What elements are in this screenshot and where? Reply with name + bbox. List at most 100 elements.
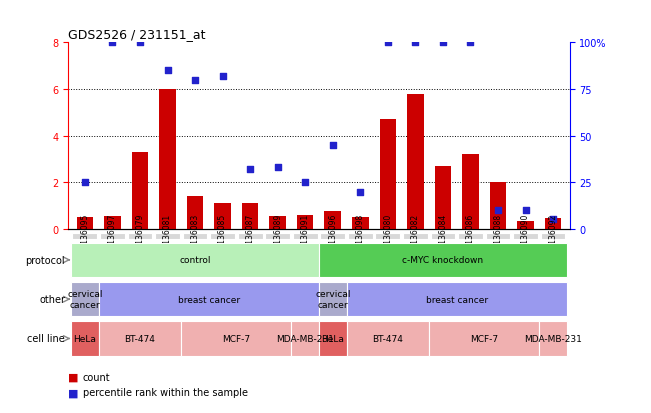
Text: GSM136079: GSM136079 xyxy=(135,213,145,260)
Text: cell line: cell line xyxy=(27,334,65,344)
Text: HeLa: HeLa xyxy=(322,334,344,343)
Bar xyxy=(352,218,368,229)
Point xyxy=(355,189,365,195)
Point xyxy=(162,68,173,74)
Point xyxy=(327,142,338,149)
Text: MCF-7: MCF-7 xyxy=(470,334,498,343)
FancyBboxPatch shape xyxy=(293,233,318,240)
Text: MDA-MB-231: MDA-MB-231 xyxy=(524,334,582,343)
Point xyxy=(107,40,118,47)
Text: percentile rank within the sample: percentile rank within the sample xyxy=(83,387,247,397)
Text: GSM136090: GSM136090 xyxy=(521,213,530,260)
Text: HeLa: HeLa xyxy=(74,334,96,343)
Text: GSM136096: GSM136096 xyxy=(328,213,337,260)
Text: GSM136084: GSM136084 xyxy=(438,214,447,259)
FancyBboxPatch shape xyxy=(128,233,152,240)
FancyBboxPatch shape xyxy=(430,233,455,240)
FancyBboxPatch shape xyxy=(99,282,319,316)
Point xyxy=(410,40,421,47)
Text: count: count xyxy=(83,372,110,382)
Point xyxy=(437,40,448,47)
FancyBboxPatch shape xyxy=(319,282,346,316)
Point xyxy=(245,166,255,173)
Text: other: other xyxy=(39,294,65,304)
FancyBboxPatch shape xyxy=(238,233,262,240)
Point xyxy=(520,207,531,214)
Text: GSM136098: GSM136098 xyxy=(356,214,365,259)
FancyBboxPatch shape xyxy=(71,243,319,277)
Text: GSM136083: GSM136083 xyxy=(191,214,200,259)
Bar xyxy=(214,204,231,229)
FancyBboxPatch shape xyxy=(181,322,292,356)
FancyBboxPatch shape xyxy=(320,233,345,240)
Bar xyxy=(159,90,176,229)
Bar xyxy=(380,120,396,229)
FancyBboxPatch shape xyxy=(155,233,180,240)
FancyBboxPatch shape xyxy=(319,322,346,356)
Point xyxy=(79,179,90,186)
Point xyxy=(548,216,559,223)
Text: GSM136086: GSM136086 xyxy=(466,214,475,259)
Text: ■: ■ xyxy=(68,372,79,382)
FancyBboxPatch shape xyxy=(319,243,567,277)
FancyBboxPatch shape xyxy=(72,233,97,240)
FancyBboxPatch shape xyxy=(183,233,208,240)
FancyBboxPatch shape xyxy=(403,233,428,240)
Text: ■: ■ xyxy=(68,387,79,397)
Bar xyxy=(545,219,561,229)
FancyBboxPatch shape xyxy=(429,322,539,356)
Text: cervical
cancer: cervical cancer xyxy=(315,290,350,309)
Bar xyxy=(407,95,424,229)
Bar xyxy=(297,215,314,229)
Point xyxy=(493,207,503,214)
Text: MDA-MB-231: MDA-MB-231 xyxy=(276,334,334,343)
Text: GSM136088: GSM136088 xyxy=(493,214,503,259)
Bar xyxy=(462,155,478,229)
Point xyxy=(135,40,145,47)
Text: GSM136082: GSM136082 xyxy=(411,214,420,259)
Point xyxy=(217,74,228,80)
Point xyxy=(190,77,201,84)
Bar xyxy=(132,152,148,229)
FancyBboxPatch shape xyxy=(539,322,567,356)
FancyBboxPatch shape xyxy=(458,233,483,240)
Text: GSM136089: GSM136089 xyxy=(273,214,282,259)
FancyBboxPatch shape xyxy=(292,322,319,356)
Bar xyxy=(270,216,286,229)
Point xyxy=(273,164,283,171)
Text: BT-474: BT-474 xyxy=(372,334,403,343)
FancyBboxPatch shape xyxy=(100,233,125,240)
Bar xyxy=(104,216,120,229)
FancyBboxPatch shape xyxy=(348,233,372,240)
Bar xyxy=(435,166,451,229)
Text: GSM136080: GSM136080 xyxy=(383,214,393,259)
Point xyxy=(465,40,476,47)
Text: GSM136091: GSM136091 xyxy=(301,214,310,259)
FancyBboxPatch shape xyxy=(266,233,290,240)
Text: cervical
cancer: cervical cancer xyxy=(67,290,103,309)
Bar xyxy=(490,183,506,229)
Text: GDS2526 / 231151_at: GDS2526 / 231151_at xyxy=(68,28,206,41)
Text: GSM136095: GSM136095 xyxy=(80,213,89,260)
FancyBboxPatch shape xyxy=(486,233,510,240)
Bar xyxy=(242,204,258,229)
FancyBboxPatch shape xyxy=(513,233,538,240)
Bar xyxy=(187,197,203,229)
FancyBboxPatch shape xyxy=(210,233,235,240)
Bar xyxy=(324,212,341,229)
Text: MCF-7: MCF-7 xyxy=(222,334,251,343)
FancyBboxPatch shape xyxy=(346,322,429,356)
Text: BT-474: BT-474 xyxy=(124,334,156,343)
FancyBboxPatch shape xyxy=(71,282,99,316)
Point xyxy=(300,179,311,186)
FancyBboxPatch shape xyxy=(71,322,99,356)
FancyBboxPatch shape xyxy=(99,322,181,356)
Point xyxy=(383,40,393,47)
Text: GSM136085: GSM136085 xyxy=(218,214,227,259)
Bar xyxy=(518,221,534,229)
Text: GSM136092: GSM136092 xyxy=(549,214,558,259)
Text: protocol: protocol xyxy=(25,255,65,265)
FancyBboxPatch shape xyxy=(376,233,400,240)
Text: GSM136087: GSM136087 xyxy=(245,214,255,259)
FancyBboxPatch shape xyxy=(541,233,566,240)
